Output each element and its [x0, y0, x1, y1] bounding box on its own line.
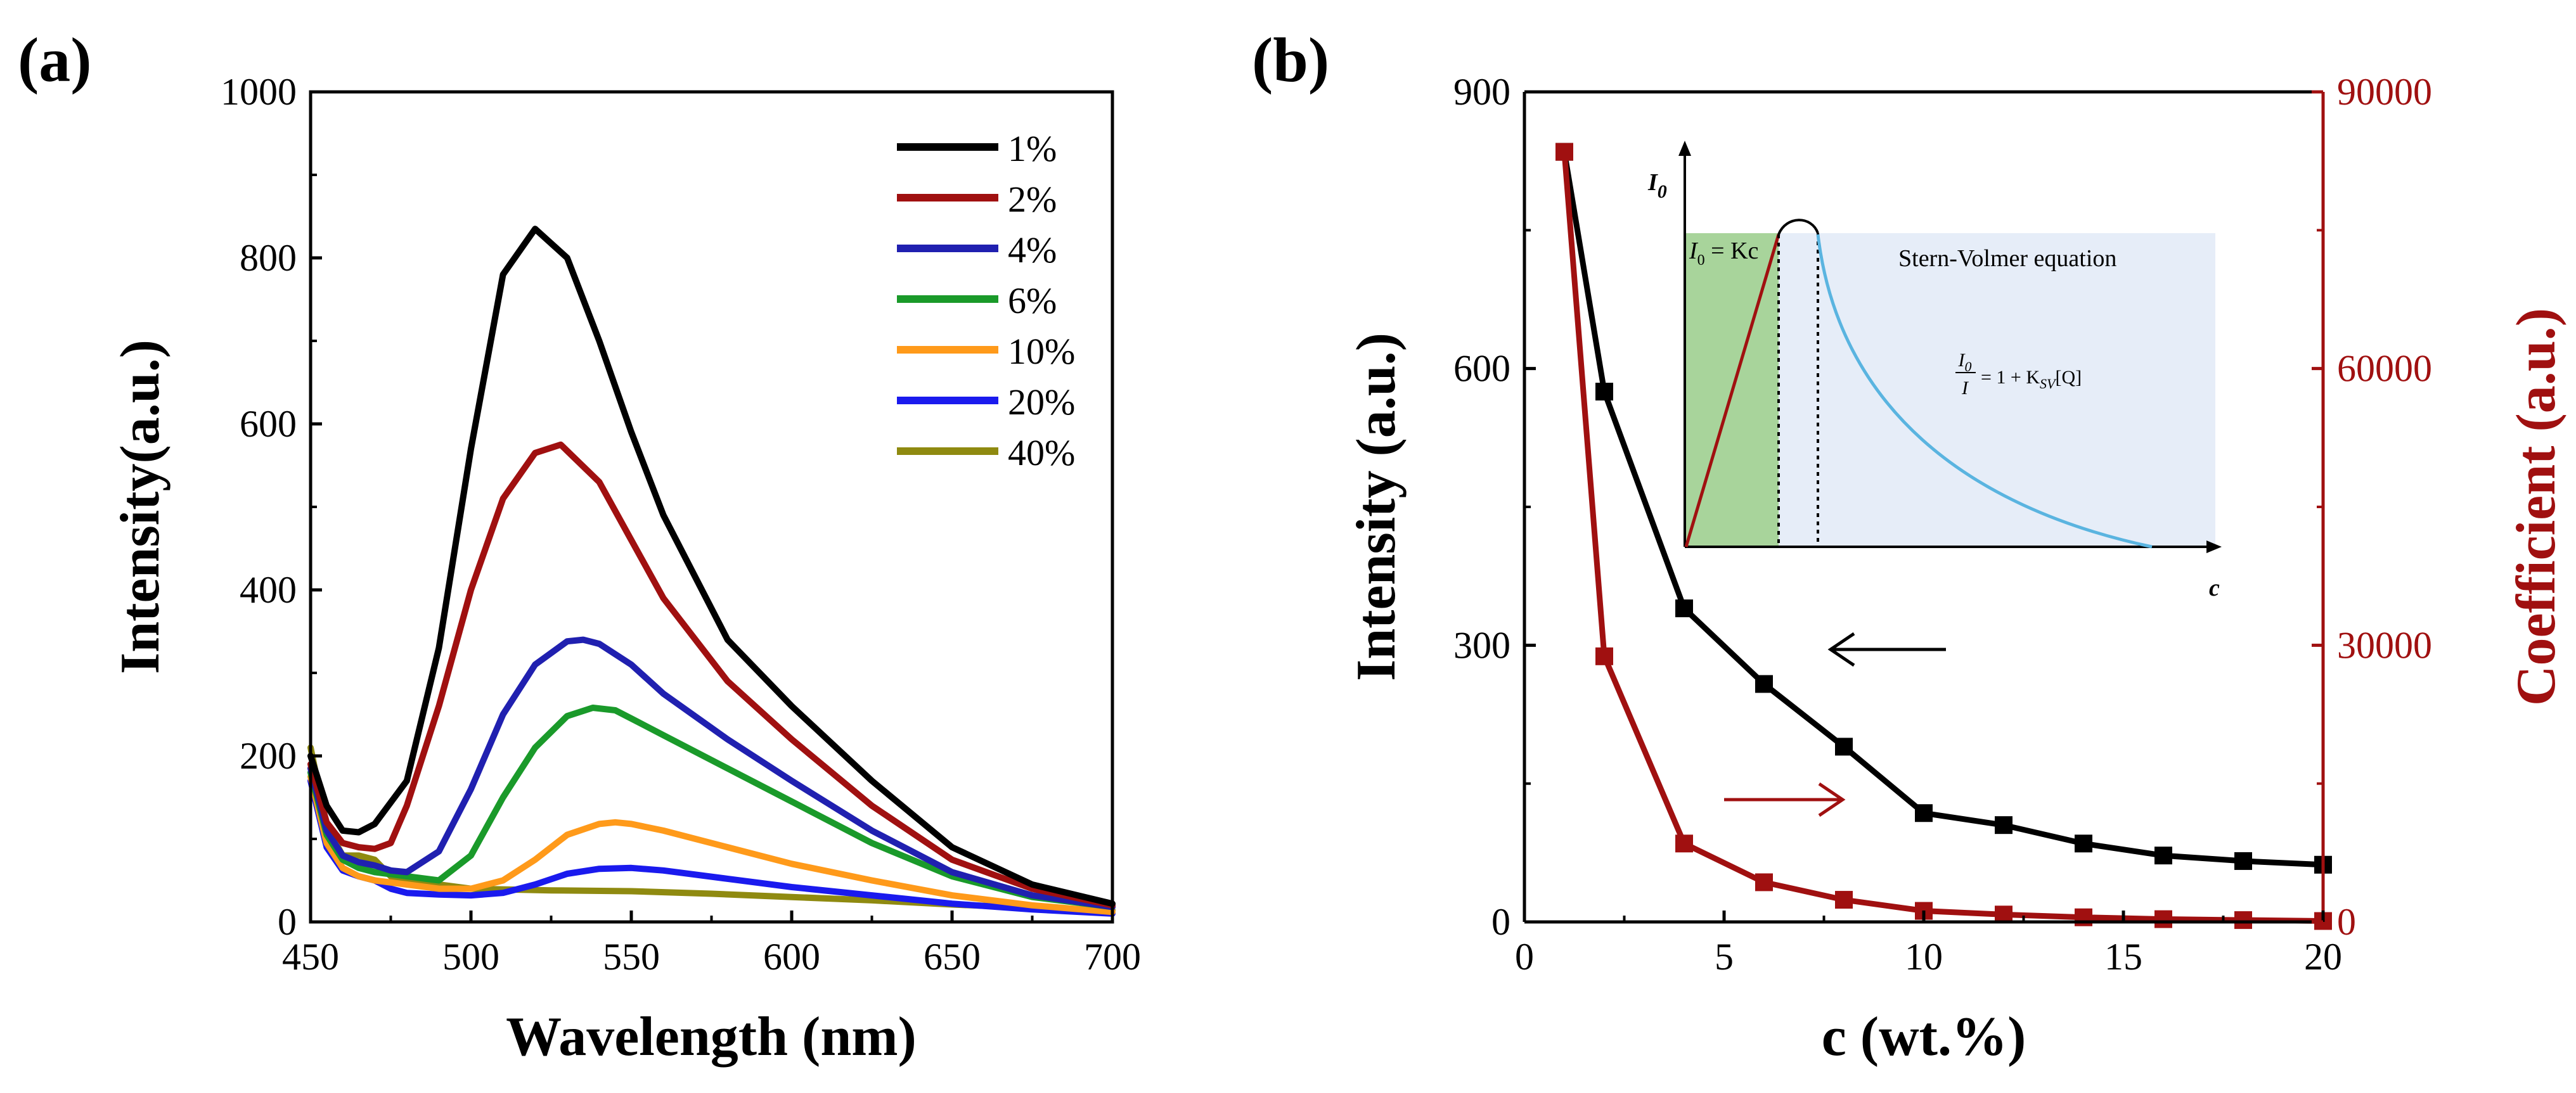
panel-b-label: (b)	[1252, 25, 1329, 95]
y-tick-label: 0	[278, 901, 297, 943]
y-tick-label: 800	[240, 237, 297, 279]
data-point-intensity	[1675, 599, 1693, 618]
x-tick-label: 5	[1715, 936, 1734, 978]
data-point-intensity	[2234, 852, 2252, 870]
data-point-coefficient	[1675, 834, 1693, 853]
inset-linear-equation: I0 = Kc	[1689, 238, 1758, 269]
panel-a-plot-frame	[309, 90, 1114, 924]
x-tick-label: 600	[763, 936, 820, 978]
panel-a-series-group	[307, 226, 1116, 917]
series-line-2	[307, 441, 1116, 909]
right-axis-arrow	[1724, 782, 1846, 817]
panel-a-ticks: 450 500 550 600 650 700 0 200 400 600 800 1000	[221, 71, 1141, 978]
panel-b-x-axis-label: c (wt.%)	[1822, 1006, 2026, 1068]
legend-label-4: 4%	[1008, 229, 1057, 271]
x-tick-label: 15	[2104, 936, 2142, 978]
y-tick-label: 200	[240, 735, 297, 777]
left-y-tick-label: 600	[1453, 348, 1510, 390]
inset-linear-rise-line	[1684, 234, 1781, 547]
y-tick-label: 1000	[221, 71, 297, 113]
x-tick-label: 0	[1515, 936, 1534, 978]
left-axis-arrow	[1827, 632, 1946, 667]
svg-text:I: I	[1961, 378, 1969, 399]
data-point-intensity	[1595, 383, 1613, 401]
data-point-intensity	[1915, 804, 1933, 822]
data-point-coefficient	[1835, 891, 1853, 909]
inset-x-axis-label: c	[2209, 575, 2220, 601]
x-tick-label: 20	[2304, 936, 2342, 978]
data-point-coefficient	[1755, 873, 1773, 892]
left-y-tick-label: 0	[1491, 901, 1510, 943]
svg-text:I0: I0	[1958, 350, 1972, 374]
inset-stern-volmer-decay-curve	[1816, 234, 2153, 549]
stern-volmer-inset: I0 c I0 = Kc Stern-Volmer equation I0 I …	[1647, 141, 2222, 601]
left-y-tick-label: 300	[1453, 624, 1510, 666]
right-y-tick-label: 90000	[2337, 71, 2432, 113]
legend-label-2: 2%	[1008, 179, 1057, 220]
x-tick-label: 500	[442, 936, 499, 978]
inset-stern-volmer-region	[1779, 233, 2215, 547]
panel-b-right-y-axis-label: Coefficient (a.u.)	[2506, 308, 2567, 706]
data-point-intensity	[2154, 847, 2172, 865]
x-tick-label: 10	[1905, 936, 1943, 978]
panel-a-y-axis-label: Intensity(a.u.)	[110, 340, 171, 674]
y-tick-label: 400	[240, 569, 297, 611]
legend-label-6: 6%	[1008, 280, 1057, 321]
legend-label-10: 10%	[1008, 331, 1075, 372]
panel-a-x-axis-label: Wavelength (nm)	[506, 1006, 917, 1068]
x-tick-label: 700	[1084, 936, 1141, 978]
right-y-tick-label: 0	[2337, 901, 2356, 943]
right-y-tick-label: 30000	[2337, 624, 2432, 666]
data-point-coefficient	[1595, 647, 1613, 665]
inset-stern-volmer-title: Stern-Volmer equation	[1898, 245, 2116, 272]
inset-y-axis-label: I0	[1647, 169, 1667, 202]
data-point-coefficient	[2234, 911, 2252, 930]
data-point-coefficient	[1555, 143, 1573, 161]
data-point-coefficient	[2075, 908, 2092, 926]
svg-text:= 1 + KSV[Q]: = 1 + KSV[Q]	[1981, 367, 2082, 392]
data-point-intensity	[2075, 834, 2092, 853]
panel-a-legend: 1% 2% 4% 6% 10% 20% 40%	[897, 128, 1075, 473]
series-line-6	[307, 705, 1116, 911]
data-point-coefficient	[2154, 910, 2172, 928]
x-tick-label: 650	[924, 936, 981, 978]
legend-label-40: 40%	[1008, 432, 1075, 473]
data-point-intensity	[1995, 816, 2012, 834]
x-tick-label: 550	[603, 936, 660, 978]
legend-label-1: 1%	[1008, 128, 1057, 169]
legend-label-20: 20%	[1008, 381, 1075, 423]
panel-b-left-y-axis-label: Intensity (a.u.)	[1346, 333, 1407, 681]
inset-x-axis-arrowhead	[2206, 540, 2222, 553]
series-line-1	[307, 226, 1116, 907]
panel-a-label: (a)	[18, 25, 92, 95]
inset-stern-volmer-equation: I0 I = 1 + KSV[Q]	[1955, 350, 2082, 399]
series-line-4	[307, 636, 1116, 911]
y-tick-label: 600	[240, 403, 297, 445]
series-line-10	[307, 773, 1116, 916]
data-point-intensity	[1835, 738, 1853, 756]
left-y-tick-label: 900	[1453, 71, 1510, 113]
right-y-tick-label: 60000	[2337, 348, 2432, 390]
data-point-intensity	[1755, 675, 1773, 693]
inset-y-axis-arrowhead	[1678, 141, 1691, 156]
x-tick-label: 450	[282, 936, 339, 978]
inset-peak-curve	[1777, 219, 1819, 235]
panel-a: (a) 450 500 550 600 650 70002004006008001000 …	[18, 25, 1141, 1068]
